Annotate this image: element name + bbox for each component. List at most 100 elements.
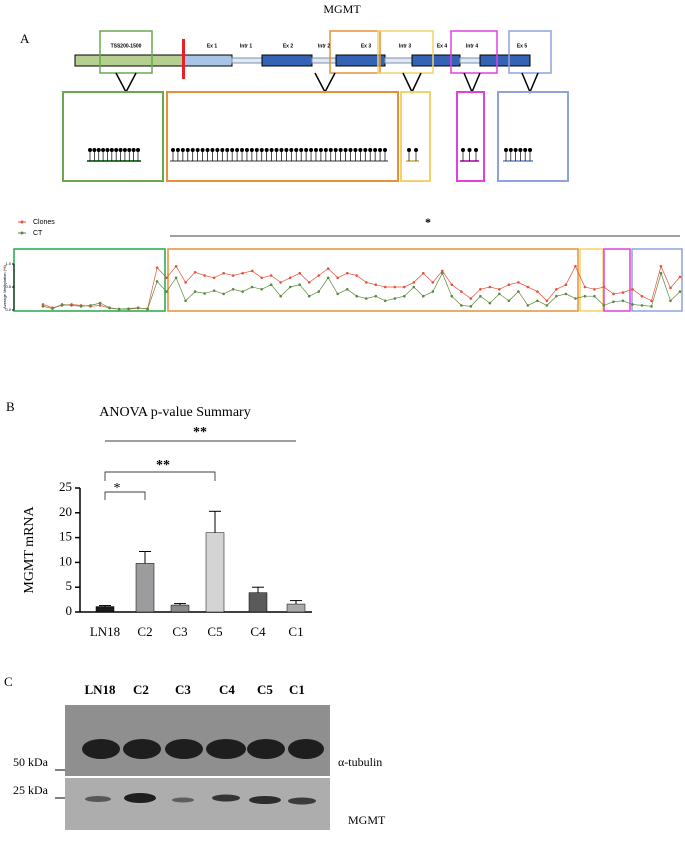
band (249, 796, 281, 804)
pin-head (338, 148, 343, 152)
pin-head (171, 148, 175, 152)
data-point (555, 294, 558, 298)
data-point (41, 303, 45, 306)
data-point (288, 285, 292, 289)
zoom-connector (402, 72, 422, 94)
pin-head (467, 148, 472, 152)
pin-head (313, 148, 318, 152)
western-blot: LN18 C2 C3 C4 C5 C1 50 kDa 25 kDa α-tubu… (13, 682, 386, 830)
chart-title: ANOVA p-value Summary (99, 405, 250, 420)
data-point (517, 281, 520, 284)
pin-head (333, 148, 338, 152)
pin-head (244, 148, 249, 152)
data-point (51, 307, 54, 310)
pin-head (368, 148, 373, 152)
significance-label: ** (193, 425, 207, 440)
pin-head (109, 148, 114, 152)
pin-head (407, 148, 411, 152)
data-point (574, 265, 577, 268)
data-point (488, 301, 492, 305)
data-point (336, 276, 340, 280)
data-point (393, 297, 397, 300)
gene-label: Ex 1 (207, 43, 218, 49)
band (172, 797, 194, 803)
y-tick-label: 25 (59, 479, 72, 494)
pin-head (230, 148, 235, 152)
detail-box (497, 91, 569, 182)
data-point (269, 274, 273, 277)
pin-head (118, 148, 123, 152)
panel-label: A (20, 31, 30, 46)
pin-head (289, 148, 294, 152)
detail-box (400, 91, 431, 182)
data-point (231, 274, 235, 277)
data-point (469, 305, 473, 308)
lane-label: C3 (175, 682, 191, 697)
pin-head (309, 148, 314, 152)
region-box (167, 248, 579, 312)
blot-membrane (65, 778, 330, 830)
panel-label: B (6, 399, 15, 414)
data-point (564, 283, 568, 287)
data-point (298, 283, 302, 287)
legend-marker (20, 231, 24, 235)
zoom-connector (115, 72, 137, 94)
panel-label: C (4, 674, 13, 689)
data-point (174, 276, 178, 280)
data-point (450, 283, 454, 287)
y-tick-label: 20 (59, 504, 72, 519)
protein-label: MGMT (348, 813, 386, 827)
pin-head (136, 148, 140, 152)
data-point (412, 281, 416, 284)
data-point (212, 289, 216, 292)
zoom-connector (314, 72, 336, 94)
data-point (355, 274, 359, 277)
band (165, 739, 203, 759)
data-point (364, 297, 368, 300)
data-point (507, 283, 511, 287)
pin-head (180, 148, 185, 152)
data-point (326, 276, 330, 280)
data-point (41, 305, 45, 308)
data-point (98, 304, 102, 307)
data-point (602, 304, 606, 307)
data-point (374, 294, 378, 298)
data-point (621, 291, 625, 294)
data-point (345, 288, 349, 291)
data-point (583, 285, 587, 289)
band (288, 797, 316, 805)
figure-title: MGMT (323, 2, 361, 16)
data-point (241, 271, 244, 275)
data-point (165, 290, 168, 293)
pin-head (205, 148, 210, 152)
data-point (431, 290, 435, 293)
data-point (421, 294, 425, 298)
data-point (640, 294, 644, 298)
bar (170, 604, 190, 613)
pin-head (127, 148, 132, 152)
data-point (269, 283, 273, 287)
significance-label: * (114, 481, 121, 496)
data-point (146, 307, 149, 311)
pin-head (299, 148, 304, 152)
data-point (288, 276, 292, 280)
pin-head (279, 148, 284, 152)
data-point (431, 281, 435, 284)
region-box (603, 248, 631, 312)
pin-head (131, 148, 136, 152)
pin-head (518, 148, 523, 152)
data-point (640, 304, 644, 307)
gene-label: Ex 2 (283, 43, 294, 49)
pin-head (414, 148, 418, 152)
data-point (602, 285, 606, 289)
data-point (460, 290, 463, 293)
data-point (526, 304, 530, 307)
zoom-box (99, 30, 153, 74)
pin-head (215, 148, 220, 152)
pin-head (378, 148, 383, 152)
pin-head (353, 148, 358, 152)
pin-head (348, 148, 353, 152)
data-point (479, 294, 482, 298)
pin-head (240, 148, 245, 152)
